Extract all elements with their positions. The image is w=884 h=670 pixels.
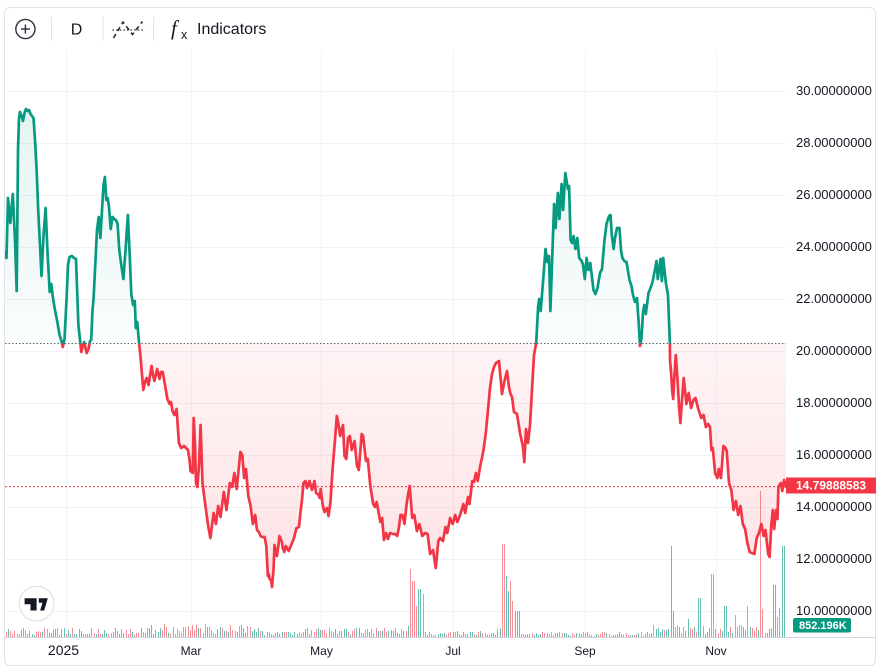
svg-text:16.00000000: 16.00000000 [796, 447, 872, 462]
svg-text:26.00000000: 26.00000000 [796, 187, 872, 202]
svg-text:14.79888583: 14.79888583 [796, 479, 866, 493]
svg-text:Indicators: Indicators [197, 21, 266, 38]
svg-text:Jul: Jul [445, 644, 460, 658]
svg-text:Mar: Mar [181, 644, 202, 658]
svg-text:Nov: Nov [705, 644, 726, 658]
svg-text:2025: 2025 [48, 642, 79, 658]
svg-text:Sep: Sep [574, 644, 596, 658]
svg-text:852.196K: 852.196K [799, 620, 847, 632]
svg-text:14.00000000: 14.00000000 [796, 499, 872, 514]
svg-text:18.00000000: 18.00000000 [796, 395, 872, 410]
svg-text:12.00000000: 12.00000000 [796, 551, 872, 566]
svg-text:24.00000000: 24.00000000 [796, 239, 872, 254]
svg-text:20.00000000: 20.00000000 [796, 343, 872, 358]
svg-text:10.00000000: 10.00000000 [796, 603, 872, 618]
svg-text:30.00000000: 30.00000000 [796, 83, 872, 98]
svg-text:f: f [171, 16, 180, 40]
svg-text:x: x [181, 28, 188, 42]
svg-text:28.00000000: 28.00000000 [796, 135, 872, 150]
svg-text:22.00000000: 22.00000000 [796, 291, 872, 306]
svg-text:May: May [310, 644, 333, 658]
svg-text:D: D [71, 22, 83, 39]
